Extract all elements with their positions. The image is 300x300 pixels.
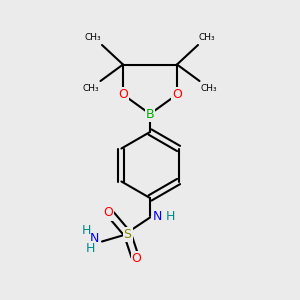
Text: H: H (85, 242, 95, 255)
Text: H: H (81, 224, 91, 237)
Text: CH₃: CH₃ (85, 33, 101, 42)
Text: B: B (146, 107, 154, 121)
Text: N: N (153, 209, 162, 223)
Text: H: H (166, 209, 175, 223)
Text: O: O (103, 206, 113, 220)
Text: O: O (132, 251, 141, 265)
Text: S: S (124, 227, 131, 241)
Text: CH₃: CH₃ (200, 84, 217, 93)
Text: CH₃: CH₃ (199, 33, 215, 42)
Text: CH₃: CH₃ (83, 84, 100, 93)
Text: O: O (172, 88, 182, 101)
Text: O: O (118, 88, 128, 101)
Text: N: N (90, 232, 99, 245)
